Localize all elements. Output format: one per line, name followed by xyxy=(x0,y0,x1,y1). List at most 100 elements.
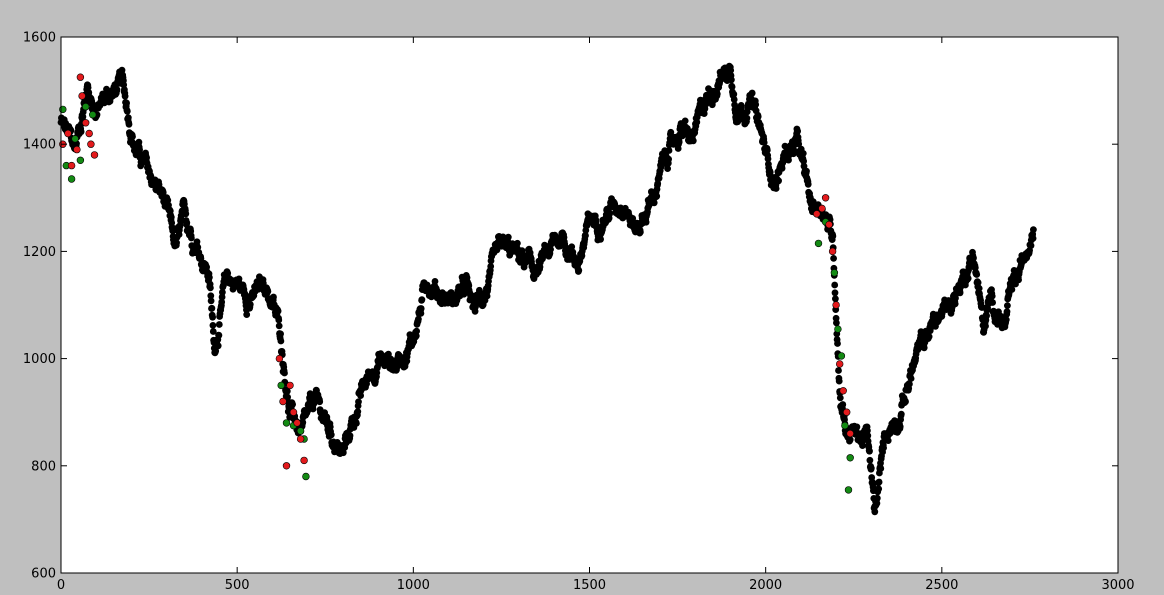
data-point-black xyxy=(167,213,175,221)
data-point-green xyxy=(841,421,849,430)
data-point-black xyxy=(1008,286,1016,293)
data-point-red xyxy=(296,435,305,443)
data-point-black xyxy=(803,167,810,175)
data-point-black xyxy=(1030,226,1037,234)
data-point-black xyxy=(346,432,354,440)
data-point-black xyxy=(846,436,854,444)
data-point-black xyxy=(415,315,422,323)
data-point-black xyxy=(864,432,872,440)
data-point-black xyxy=(775,177,782,185)
data-point-black xyxy=(79,113,87,121)
data-point-green xyxy=(67,175,76,183)
x-tick-label: 2000 xyxy=(749,578,782,593)
data-point-black xyxy=(743,114,751,122)
x-tick-label: 0 xyxy=(57,578,65,593)
data-point-black xyxy=(135,138,143,146)
data-point-black xyxy=(84,84,92,91)
data-point-black xyxy=(246,301,254,308)
data-point-black xyxy=(1029,235,1037,242)
data-point-black xyxy=(829,232,837,240)
data-point-black xyxy=(514,239,521,247)
data-point-black xyxy=(113,86,121,93)
data-point-black xyxy=(417,310,425,317)
data-point-black xyxy=(197,255,205,262)
data-point-black xyxy=(681,117,689,125)
data-point-green xyxy=(277,381,285,390)
data-point-black xyxy=(689,137,697,145)
data-point-red xyxy=(825,220,833,229)
data-point-black xyxy=(804,180,812,188)
data-point-black xyxy=(737,102,745,109)
data-point-black xyxy=(207,297,215,305)
data-point-black xyxy=(831,281,839,289)
data-point-black xyxy=(418,296,426,303)
data-point-black xyxy=(835,377,843,385)
data-point-black xyxy=(355,398,362,406)
data-point-black xyxy=(125,120,133,128)
data-point-black xyxy=(833,319,840,327)
data-point-black xyxy=(275,322,283,330)
data-point-black xyxy=(309,405,317,413)
data-point-black xyxy=(218,298,226,306)
data-point-black xyxy=(597,235,604,243)
data-point-black xyxy=(215,331,223,339)
data-point-red xyxy=(293,419,301,427)
data-point-black xyxy=(728,76,735,84)
data-point-red xyxy=(289,408,298,416)
x-tick-label: 1000 xyxy=(397,578,430,593)
data-point-black xyxy=(906,380,913,388)
data-point-green xyxy=(71,135,79,143)
data-point-black xyxy=(136,146,144,154)
data-point-green xyxy=(76,156,85,165)
data-point-black xyxy=(764,155,772,163)
axis-ticks: 0 500 1000 1500 2000 2500 3000 600 800 1000 1200 14… xyxy=(23,31,1135,594)
data-point-black xyxy=(1002,316,1010,324)
x-tick-label: 1500 xyxy=(573,578,606,593)
data-point-black xyxy=(575,267,583,274)
data-point-red xyxy=(64,129,72,138)
data-point-black xyxy=(637,228,644,236)
data-point-red xyxy=(90,151,99,159)
data-point-black xyxy=(831,289,839,297)
data-point-black xyxy=(188,234,195,242)
data-point-red xyxy=(78,92,86,100)
data-point-black xyxy=(547,246,554,253)
data-point-black xyxy=(902,398,909,406)
data-point-black xyxy=(431,278,439,285)
data-point-black xyxy=(795,140,803,148)
data-point-red xyxy=(73,145,81,154)
data-point-black xyxy=(973,271,981,278)
x-tick-label: 2500 xyxy=(925,578,958,593)
data-point-black xyxy=(897,410,905,418)
data-point-green xyxy=(282,419,291,427)
data-point-black xyxy=(830,255,837,262)
data-point-red xyxy=(821,194,830,202)
data-point-red xyxy=(279,397,287,406)
y-tick-label: 1600 xyxy=(23,31,56,46)
data-point-black xyxy=(277,330,284,338)
data-point-black xyxy=(209,313,217,321)
data-point-black xyxy=(207,284,214,292)
data-point-black xyxy=(984,304,991,312)
data-point-black xyxy=(275,316,283,324)
y-tick-label: 1200 xyxy=(23,245,56,260)
data-point-black xyxy=(834,340,841,347)
data-point-black xyxy=(693,118,701,126)
data-point-black xyxy=(123,99,130,107)
data-point-black xyxy=(799,150,807,157)
data-point-black xyxy=(194,243,202,251)
data-point-black xyxy=(353,420,360,427)
data-point-black xyxy=(734,117,742,124)
data-point-black xyxy=(173,239,181,247)
data-point-black xyxy=(752,101,760,108)
data-point-black xyxy=(123,107,131,115)
data-point-black xyxy=(412,332,420,340)
data-point-black xyxy=(118,66,126,74)
data-point-black xyxy=(877,465,885,472)
data-point-black xyxy=(193,238,201,246)
data-point-black xyxy=(727,67,735,74)
data-points xyxy=(57,62,1037,516)
data-point-black xyxy=(582,232,589,239)
data-point-black xyxy=(235,275,243,283)
data-point-black xyxy=(896,423,904,430)
